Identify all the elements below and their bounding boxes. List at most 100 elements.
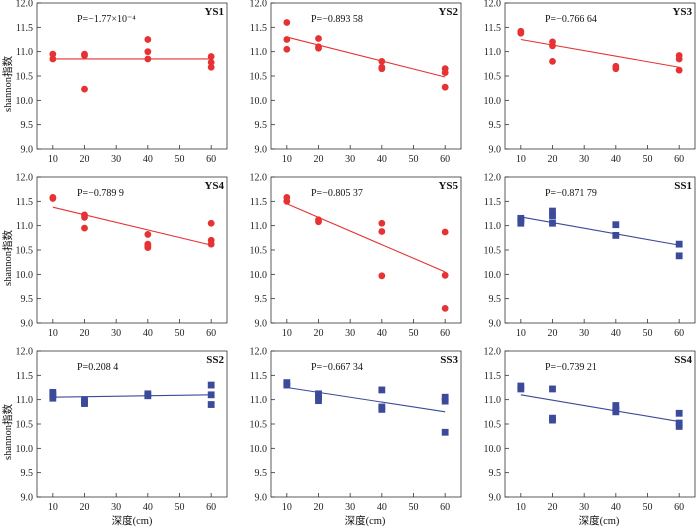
x-tick-label: 20 — [80, 154, 90, 165]
x-tick-label: 20 — [548, 502, 558, 513]
x-tick-label: 60 — [674, 328, 684, 339]
data-point — [675, 409, 683, 417]
x-tick-label: 40 — [377, 154, 387, 165]
x-tick-label: 30 — [579, 328, 589, 339]
x-tick-label: 60 — [206, 328, 216, 339]
y-tick-label: 10.5 — [484, 72, 502, 83]
data-point — [144, 244, 152, 251]
x-tick-label: 50 — [175, 502, 185, 513]
plot-frame — [36, 350, 228, 498]
trend-line — [520, 216, 680, 246]
x-tick-label: 10 — [48, 328, 58, 339]
y-tick-label: 10.5 — [16, 246, 34, 257]
data-point — [378, 65, 386, 73]
panel-label: YS1 — [204, 6, 224, 18]
data-point — [283, 19, 291, 26]
data-point — [441, 69, 449, 76]
data-point — [378, 228, 386, 235]
x-tick-label: 50 — [643, 328, 653, 339]
x-tick-label: 60 — [206, 154, 216, 165]
panel-grid: 9.0 9.5 10.0 10.5 11.0 11.5 12.0 10 20 30 40 50 60 YS… — [16, 0, 696, 513]
plot-frame — [270, 176, 462, 324]
data-point — [441, 83, 449, 91]
x-tick-label: 60 — [440, 154, 450, 165]
panel-label: YS4 — [204, 180, 224, 192]
data-point — [207, 58, 215, 66]
panel-label: YS5 — [438, 180, 458, 192]
y-tick-label: 12.0 — [250, 173, 268, 184]
y-tick-label: 10.0 — [484, 96, 502, 107]
x-tick-label: 40 — [143, 328, 153, 339]
y-tick-label: 10.0 — [250, 444, 268, 455]
y-axis-label-row-1: shannon指数 — [1, 56, 14, 112]
data-point — [549, 207, 556, 215]
y-axis-label-row-2: shannon指数 — [1, 230, 14, 286]
panel-ys4: 9.0 9.5 10.0 10.5 11.0 11.5 12.0 10 20 30 40 50 60 YS… — [16, 173, 228, 339]
y-tick-label: 12.0 — [484, 0, 502, 10]
y-tick-label: 11.5 — [484, 23, 501, 34]
data-point — [81, 400, 88, 407]
trend-line — [286, 36, 446, 78]
x-tick-label: 50 — [409, 328, 419, 339]
data-point — [549, 385, 556, 393]
data-point — [378, 406, 386, 413]
y-tick-label: 11.5 — [484, 371, 501, 382]
data-point — [315, 44, 322, 52]
x-tick-label: 60 — [440, 328, 450, 339]
y-tick-label: 9.0 — [21, 145, 34, 156]
data-point — [207, 381, 215, 389]
data-point — [441, 393, 449, 401]
x-tick-label: 40 — [377, 328, 387, 339]
x-tick-label: 10 — [282, 154, 292, 165]
data-point — [81, 85, 88, 93]
data-point — [549, 416, 556, 424]
y-tick-label: 11.5 — [484, 197, 501, 208]
x-tick-label: 20 — [314, 502, 324, 513]
data-point — [49, 55, 57, 63]
data-point — [315, 390, 322, 398]
data-point — [283, 36, 291, 43]
x-tick-label: 50 — [643, 502, 653, 513]
y-tick-label: 11.5 — [16, 23, 33, 34]
panel-label: YS3 — [672, 6, 692, 18]
data-point — [283, 197, 291, 205]
y-tick-label: 11.0 — [16, 221, 33, 232]
y-tick-label: 9.0 — [489, 319, 502, 330]
panel-ys3: 9.0 9.5 10.0 10.5 11.0 11.5 12.0 10 20 30 40 50 60 YS… — [484, 0, 696, 165]
x-tick-label: 10 — [516, 502, 526, 513]
y-axis-label-row-3: shannon指数 — [1, 404, 14, 460]
data-point — [675, 419, 683, 427]
data-point — [144, 392, 152, 400]
y-tick-label: 9.5 — [21, 294, 34, 305]
data-point — [315, 35, 322, 42]
x-tick-label: 30 — [345, 154, 355, 165]
plot-frame — [270, 350, 462, 498]
y-tick-label: 12.0 — [250, 347, 268, 358]
data-point — [441, 271, 449, 279]
y-tick-label: 9.0 — [21, 493, 34, 504]
x-tick-label: 50 — [409, 154, 419, 165]
x-tick-label: 60 — [674, 502, 684, 513]
y-tick-label: 9.5 — [255, 468, 268, 479]
x-tick-label: 40 — [143, 154, 153, 165]
y-tick-label: 11.5 — [250, 23, 267, 34]
y-tick-label: 10.0 — [16, 270, 34, 281]
data-point — [441, 305, 449, 312]
panel-ss2: 9.0 9.5 10.0 10.5 11.0 11.5 12.0 10 20 30 40 50 60 SS… — [16, 347, 228, 513]
y-tick-label: 11.0 — [250, 47, 267, 58]
x-axis-label-col-2: 深度(cm) — [345, 514, 386, 527]
x-tick-label: 40 — [143, 502, 153, 513]
y-tick-label: 10.5 — [250, 246, 268, 257]
x-tick-label: 50 — [175, 328, 185, 339]
y-tick-label: 11.0 — [484, 395, 501, 406]
data-point — [441, 397, 449, 405]
y-tick-label: 9.0 — [489, 493, 502, 504]
data-point — [144, 55, 152, 63]
data-point — [378, 272, 386, 280]
x-axis-label-col-3: 深度(cm) — [579, 514, 620, 527]
data-point — [207, 240, 215, 248]
p-value-annotation: P=−1.77×10⁻⁴ — [77, 14, 136, 25]
data-point — [207, 63, 215, 71]
plot-frame — [504, 176, 696, 324]
trend-line — [286, 203, 446, 273]
